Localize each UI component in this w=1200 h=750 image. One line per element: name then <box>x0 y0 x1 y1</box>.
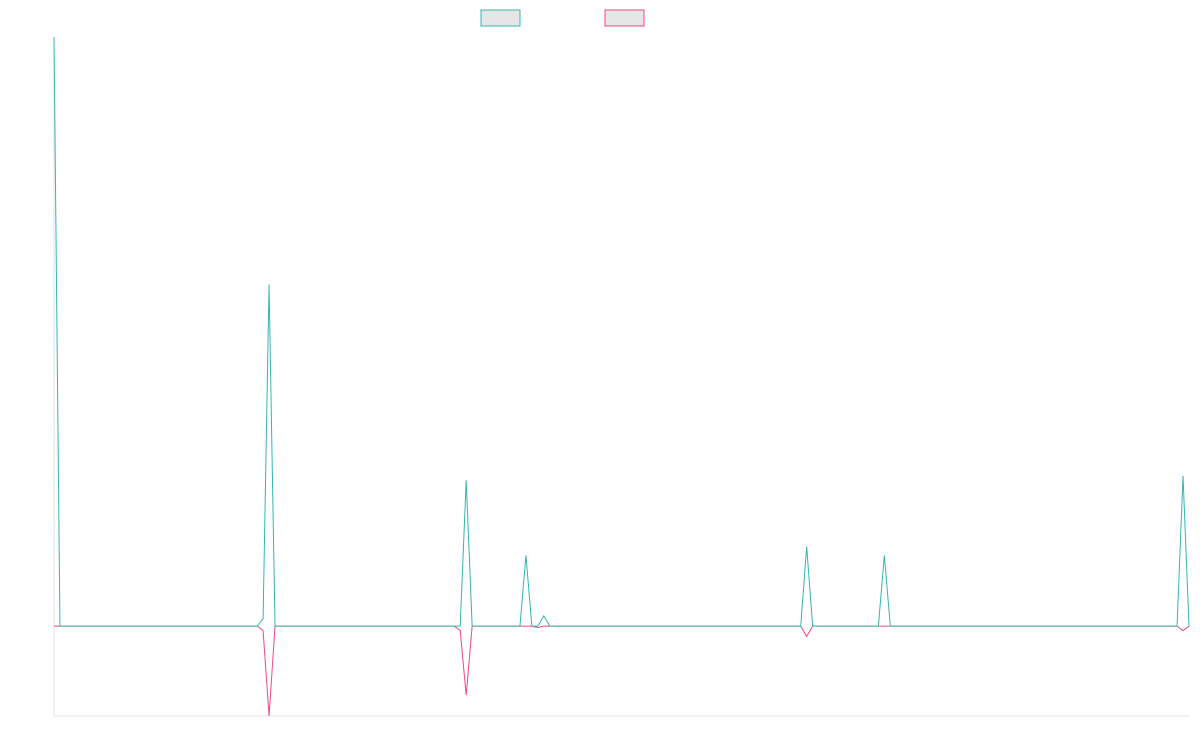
legend <box>480 9 645 27</box>
plot-area <box>53 36 1190 717</box>
series-b-line <box>54 625 1190 717</box>
legend-swatch-series-a <box>480 9 521 27</box>
legend-item-series-b[interactable] <box>604 9 645 27</box>
series-a-line <box>53 36 1190 627</box>
legend-swatch-series-b <box>604 9 645 27</box>
legend-item-series-a[interactable] <box>480 9 521 27</box>
